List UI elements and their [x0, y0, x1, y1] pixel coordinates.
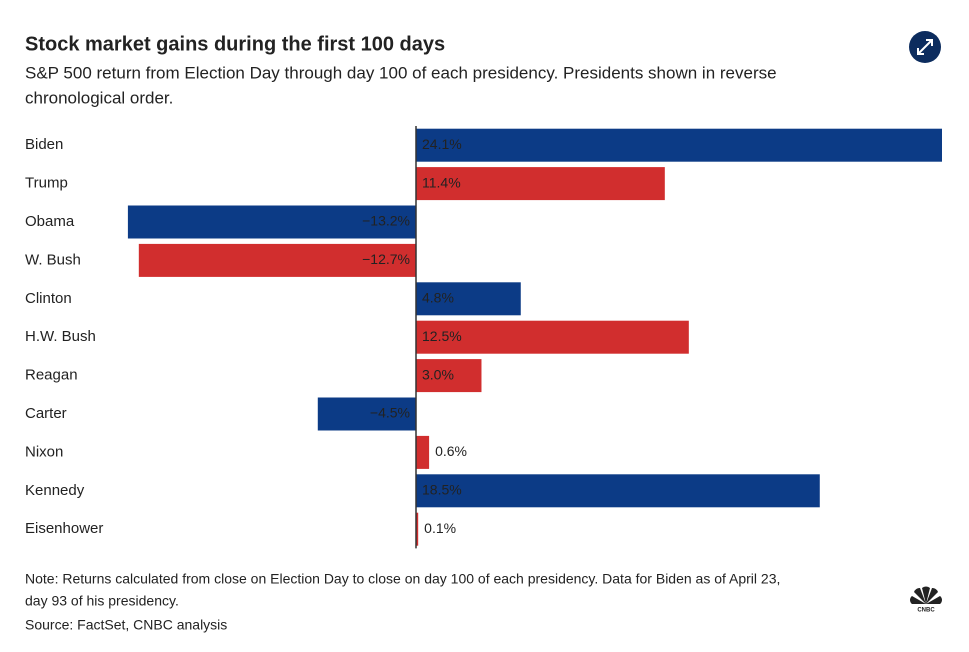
- bar: [416, 474, 820, 508]
- expand-button[interactable]: [909, 31, 941, 63]
- subtitle: S&P 500 return from Election Day through…: [25, 63, 777, 82]
- y-tick-label: H.W. Bush: [25, 328, 96, 345]
- value-label: −12.7%: [362, 251, 410, 267]
- value-label: 11.4%: [422, 174, 461, 190]
- logo-mark: [910, 586, 942, 604]
- value-label: 12.5%: [422, 328, 462, 344]
- value-label: 0.6%: [435, 443, 467, 459]
- bar: [416, 512, 419, 546]
- note: day 93 of his presidency.: [25, 593, 179, 609]
- y-tick-label: Kennedy: [25, 482, 85, 499]
- logo-text: CNBC: [917, 608, 935, 614]
- bar: [127, 205, 416, 239]
- y-tick-label: Clinton: [25, 290, 72, 307]
- bar: [416, 167, 665, 201]
- y-tick-label: Biden: [25, 136, 63, 153]
- y-tick-label: Carter: [25, 405, 67, 422]
- chart-title: Stock market gains during the first 100 …: [25, 33, 445, 55]
- subtitle: chronological order.: [25, 88, 173, 107]
- bar: [138, 243, 416, 277]
- y-tick-label: Obama: [25, 213, 75, 230]
- bar: [416, 128, 942, 162]
- value-label: 4.8%: [422, 290, 454, 306]
- source: Source: FactSet, CNBC analysis: [25, 617, 227, 633]
- bar: [416, 320, 689, 354]
- value-label: −13.2%: [362, 213, 410, 229]
- value-label: 18.5%: [422, 482, 462, 498]
- y-tick-label: Nixon: [25, 443, 63, 460]
- bar: [416, 359, 482, 393]
- y-tick-label: Eisenhower: [25, 520, 103, 537]
- y-tick-label: Trump: [25, 175, 68, 192]
- bar: [416, 282, 521, 316]
- y-tick-label: W. Bush: [25, 251, 81, 268]
- bar: [317, 397, 416, 431]
- value-label: 24.1%: [422, 136, 462, 152]
- logo: CNBC: [910, 586, 942, 614]
- value-label: 3.0%: [422, 366, 454, 382]
- value-label: 0.1%: [424, 520, 456, 536]
- note: Note: Returns calculated from close on E…: [25, 571, 780, 587]
- value-label: −4.5%: [370, 405, 410, 421]
- expand-icon[interactable]: [917, 39, 933, 55]
- y-tick-label: Reagan: [25, 367, 78, 384]
- bar: [416, 435, 430, 469]
